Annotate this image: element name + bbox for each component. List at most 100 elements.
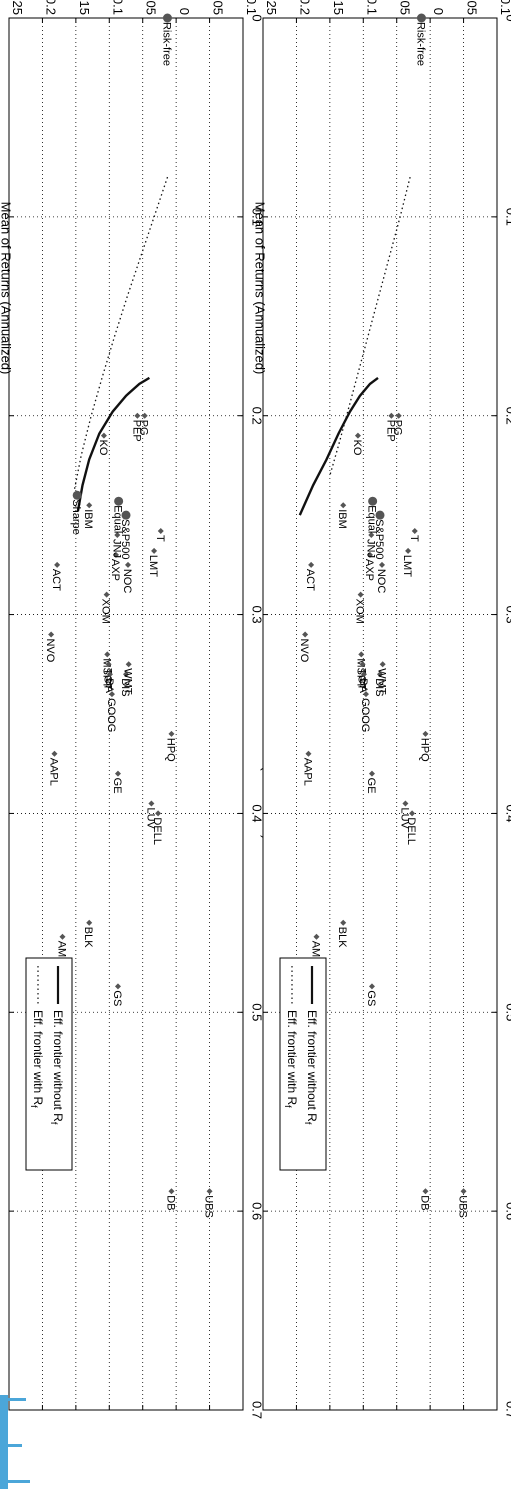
y-tick-label: 0 (177, 8, 192, 15)
legend-entry: Eff. frontier without Rf (49, 1010, 65, 1125)
plot-area (8, 17, 244, 1411)
point-marker (305, 750, 312, 757)
point-marker (360, 671, 367, 678)
point-marker (114, 532, 121, 539)
legend-subscript: f (49, 1122, 59, 1125)
point-label: BA (103, 678, 115, 693)
point-marker (358, 651, 365, 658)
point-label: BA (357, 678, 369, 693)
point-label: NOC (121, 569, 133, 594)
point-marker (59, 933, 66, 940)
point-label: GOOG (359, 698, 371, 732)
legend-text: Eff. frontier with R (285, 1010, 299, 1105)
point-label: LMT (401, 555, 413, 577)
point-marker (114, 770, 121, 777)
y-tick-label: 0.15 (331, 0, 346, 15)
y-axis-label: Mean of Returns (Annualized) (0, 202, 13, 375)
point-label: Equal (366, 505, 378, 533)
point-label: GS (365, 990, 377, 1006)
y-axis-label: Mean of Returns (Annualized) (252, 202, 267, 375)
frontier-with-rf-line (73, 176, 169, 490)
point-label: NVO (298, 638, 310, 662)
y-tick-label: 0.25 (10, 0, 25, 15)
y-tick-label: 0.25 (264, 0, 279, 15)
legend-entry: Eff. frontier without Rf (303, 1010, 319, 1125)
legend-subscript: f (283, 1105, 293, 1108)
plot-area (262, 17, 498, 1411)
point-label: AAPL (47, 758, 59, 786)
point-label: GE (111, 778, 123, 794)
legend-subscript: f (303, 1122, 313, 1125)
point-label: Risk-free (414, 22, 426, 66)
x-tick-label: 0.2 (249, 407, 264, 425)
point-marker (395, 412, 402, 419)
x-tick-label: 0.6 (503, 1202, 511, 1220)
accent-tick (8, 1480, 30, 1483)
point-label: S&P500 (119, 519, 131, 559)
point-marker (155, 810, 162, 817)
point-marker (103, 591, 110, 598)
point-marker (402, 800, 409, 807)
x-tick-label: 0.4 (249, 804, 264, 822)
point-marker (54, 561, 61, 568)
accent-tick (8, 1398, 26, 1401)
point-label: XOM (100, 599, 112, 624)
y-tick-label: 0.1 (364, 0, 379, 15)
point-label: PG (392, 420, 404, 436)
point-label: BLK (82, 927, 94, 948)
frontier-without-rf-line (298, 376, 379, 516)
point-marker (168, 1188, 175, 1195)
point-label: T (408, 535, 420, 542)
x-tick-label: 0.3 (503, 606, 511, 624)
point-marker (416, 13, 426, 23)
point-label: AXP (109, 559, 121, 581)
legend-subscript: f (29, 1105, 39, 1108)
point-marker (422, 1188, 429, 1195)
point-label: BLK (336, 927, 348, 948)
point-marker (157, 528, 164, 535)
point-marker (86, 919, 93, 926)
point-label: JNJ (110, 539, 122, 558)
y-tick-label: 0.2 (43, 0, 58, 15)
point-marker (405, 547, 412, 554)
point-marker (368, 983, 375, 990)
point-label: XOM (354, 599, 366, 624)
legend-entry: Eff. frontier with Rf (283, 1010, 299, 1108)
point-label: GOOG (105, 698, 117, 732)
point-marker (72, 490, 82, 500)
point-label: ACT (50, 569, 62, 591)
point-marker (368, 770, 375, 777)
point-label: S&P500 (373, 519, 385, 559)
y-tick-label: 0.15 (77, 0, 92, 15)
point-marker (308, 561, 315, 568)
point-marker (114, 496, 124, 506)
point-marker (151, 547, 158, 554)
y-tick-label: 0.05 (398, 0, 413, 15)
y-tick-label: -0.05 (465, 0, 480, 15)
y-tick-label: -0.1 (498, 0, 511, 15)
legend-text: Eff. frontier with R (31, 1010, 45, 1105)
chart-panel-1: 0 0.1 0.2 0.3 0.4 0.5 0.6 0.7 -0.1 -0.05 0 0.05 0.1 0… (0, 0, 275, 1419)
point-marker (112, 551, 119, 558)
y-tick-label: -0.05 (211, 0, 226, 15)
point-marker (375, 510, 385, 520)
point-marker (134, 412, 141, 419)
point-marker (51, 750, 58, 757)
point-label: LMT (147, 555, 159, 577)
point-marker (377, 671, 383, 678)
point-label: DIS (119, 678, 131, 696)
point-label: UBS (203, 1195, 215, 1218)
point-label: IBM (336, 509, 348, 529)
point-marker (379, 561, 386, 568)
x-tick-label: 0.1 (249, 208, 264, 226)
point-label: Sharpe (70, 499, 82, 534)
point-marker (409, 810, 416, 817)
point-marker (206, 1188, 213, 1195)
point-label: KO (97, 440, 109, 456)
y-tick-label: 0.1 (110, 0, 125, 15)
point-marker (366, 551, 373, 558)
point-label: ACT (304, 569, 316, 591)
accent-bar (0, 1395, 8, 1489)
legend-text: Eff. frontier without R (51, 1010, 65, 1122)
